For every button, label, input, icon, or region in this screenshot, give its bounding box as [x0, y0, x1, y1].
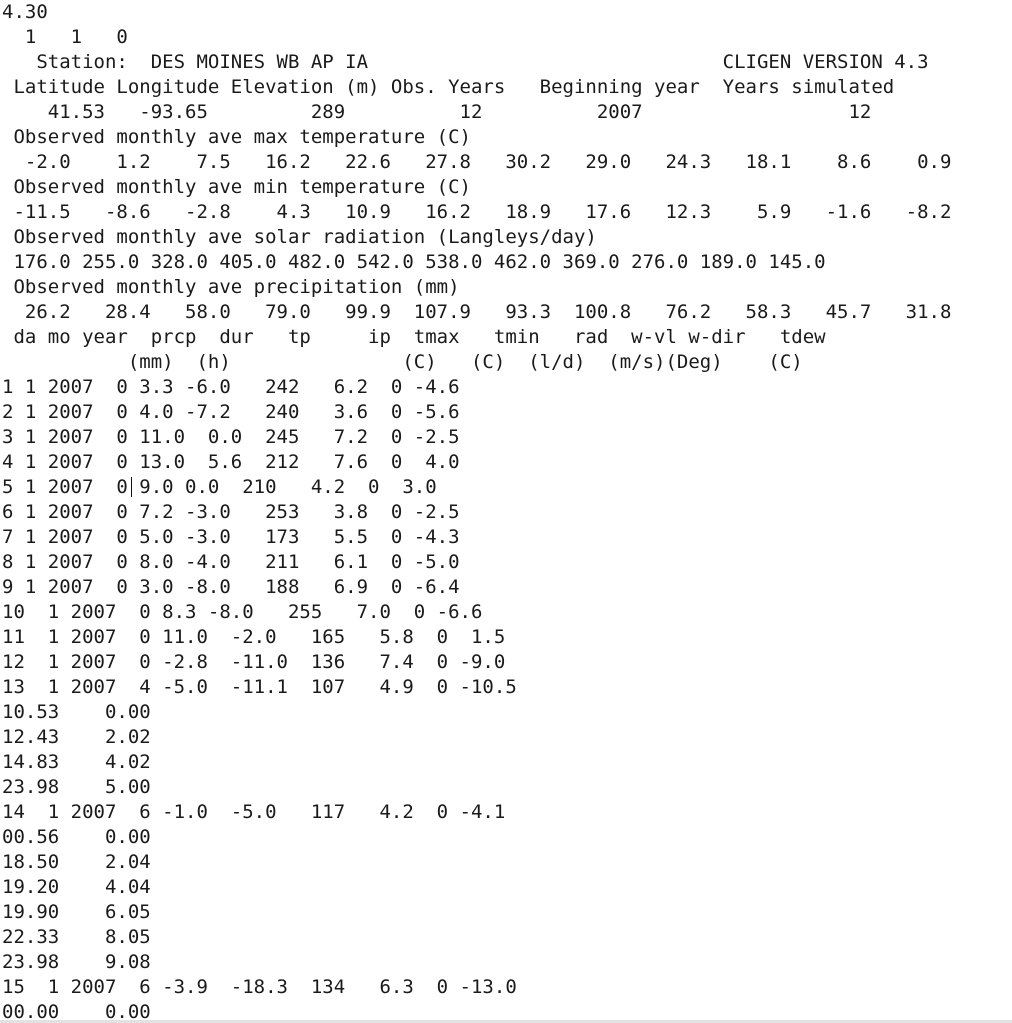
- text-line: 22.33 8.05: [2, 926, 151, 948]
- text-line: 11 1 2007 0 11.0 -2.0 165 5.8 0 1.5: [2, 626, 506, 648]
- text-line: 12.43 2.02: [2, 726, 151, 748]
- text-line: 14 1 2007 6 -1.0 -5.0 117 4.2 0 -4.1: [2, 801, 506, 823]
- text-line: 9 1 2007 0 3.0 -8.0 188 6.9 0 -6.4: [2, 576, 460, 598]
- text-line: 7 1 2007 0 5.0 -3.0 173 5.5 0 -4.3: [2, 526, 460, 548]
- text-line: 5 1 2007 0 9.0 0.0 210 4.2 0 3.0: [2, 476, 437, 498]
- text-line: 26.2 28.4 58.0 79.0 99.9 107.9 93.3 100.…: [2, 301, 952, 323]
- text-line: 19.90 6.05: [2, 901, 151, 923]
- text-line: Observed monthly ave max temperature (C): [2, 126, 471, 148]
- text-line: 13 1 2007 4 -5.0 -11.1 107 4.9 0 -10.5: [2, 676, 517, 698]
- text-line: Observed monthly ave min temperature (C): [2, 176, 471, 198]
- text-line: -2.0 1.2 7.5 16.2 22.6 27.8 30.2 29.0 24…: [2, 151, 952, 173]
- text-line: Station: DES MOINES WB AP IA CLIGEN VERS…: [2, 51, 929, 73]
- text-line: 18.50 2.04: [2, 851, 151, 873]
- text-line: 00.56 0.00: [2, 826, 151, 848]
- text-line: 3 1 2007 0 11.0 0.0 245 7.2 0 -2.5: [2, 426, 460, 448]
- text-line: 23.98 9.08: [2, 951, 151, 973]
- text-line: 8 1 2007 0 8.0 -4.0 211 6.1 0 -5.0: [2, 551, 460, 573]
- text-line: 14.83 4.02: [2, 751, 151, 773]
- text-line: (mm) (h) (C) (C) (l/d) (m/s)(Deg) (C): [2, 351, 803, 373]
- text-line: 176.0 255.0 328.0 405.0 482.0 542.0 538.…: [2, 251, 826, 273]
- text-line: 10 1 2007 0 8.3 -8.0 255 7.0 0 -6.6: [2, 601, 483, 623]
- text-line: 41.53 -93.65 289 12 2007 12: [2, 101, 872, 123]
- text-cursor: [131, 477, 132, 497]
- text-line: da mo year prcp dur tp ip tmax tmin rad …: [2, 326, 826, 348]
- text-line: Latitude Longitude Elevation (m) Obs. Ye…: [2, 76, 895, 98]
- text-line: 12 1 2007 0 -2.8 -11.0 136 7.4 0 -9.0: [2, 651, 506, 673]
- text-line: 15 1 2007 6 -3.9 -18.3 134 6.3 0 -13.0: [2, 976, 517, 998]
- text-line: Observed monthly ave solar radiation (La…: [2, 226, 597, 248]
- text-line: Observed monthly ave precipitation (mm): [2, 276, 460, 298]
- text-line: 00.00 0.00: [2, 1001, 151, 1021]
- text-line: 19.20 4.04: [2, 876, 151, 898]
- text-line: -11.5 -8.6 -2.8 4.3 10.9 16.2 18.9 17.6 …: [2, 201, 952, 223]
- text-line: 10.53 0.00: [2, 701, 151, 723]
- text-line: 1 1 0: [2, 26, 128, 48]
- text-line: 23.98 5.00: [2, 776, 151, 798]
- text-line: 4 1 2007 0 13.0 5.6 212 7.6 0 4.0: [2, 451, 460, 473]
- text-line: 2 1 2007 0 4.0 -7.2 240 3.6 0 -5.6: [2, 401, 460, 423]
- text-line: 1 1 2007 0 3.3 -6.0 242 6.2 0 -4.6: [2, 376, 460, 398]
- text-line: 4.30: [2, 1, 48, 23]
- editor-bottom-border: [0, 1020, 1012, 1023]
- text-line: 6 1 2007 0 7.2 -3.0 253 3.8 0 -2.5: [2, 501, 460, 523]
